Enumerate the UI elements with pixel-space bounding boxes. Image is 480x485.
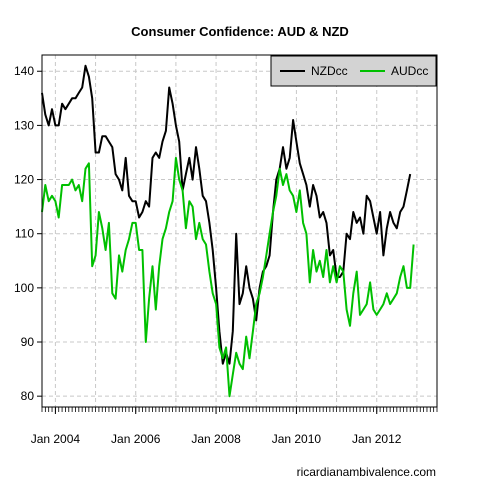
y-tick-label: 80: [21, 389, 35, 403]
y-tick-label: 110: [15, 227, 34, 241]
x-tick-label: Jan 2008: [191, 432, 241, 446]
y-tick-label: 140: [14, 64, 34, 78]
chart-title: Consumer Confidence: AUD & NZD: [131, 24, 349, 39]
y-tick-label: 100: [14, 281, 34, 295]
x-tick-label: Jan 2010: [272, 432, 322, 446]
legend-label-audcc: AUDcc: [391, 64, 428, 78]
legend: NZDcc AUDcc: [270, 55, 437, 87]
x-tick-label: Jan 2012: [352, 432, 402, 446]
axes: 80 90 100 110 120 130 140 Jan 2004 Jan 2006 Jan 2…: [14, 64, 438, 446]
legend-label-nzdcc: NZDcc: [311, 64, 348, 78]
y-tick-label: 90: [21, 335, 35, 349]
y-tick-label: 130: [14, 118, 34, 132]
y-tick-label: 120: [14, 173, 34, 187]
series-line-audcc: [41, 156, 415, 398]
x-tick-label: Jan 2004: [31, 432, 81, 446]
series-lines: [41, 64, 415, 398]
source-credit: ricardianambivalence.com: [297, 465, 436, 479]
x-tick-label: Jan 2006: [111, 432, 161, 446]
